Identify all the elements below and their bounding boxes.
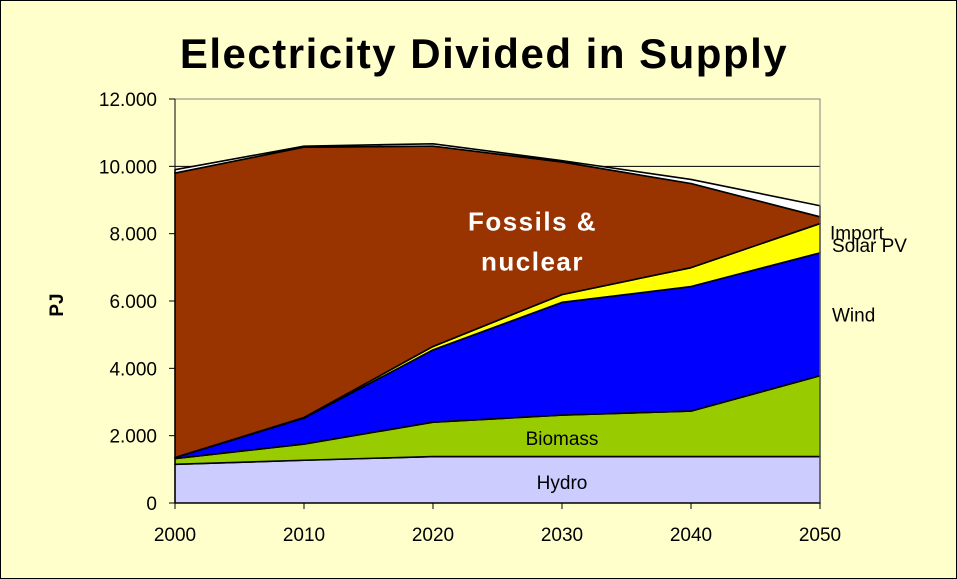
y-tick-label: 4.000 xyxy=(109,359,157,380)
y-tick-label: 0 xyxy=(146,494,157,515)
y-tick-label: 6.000 xyxy=(109,292,157,313)
y-tick-label: 10.000 xyxy=(99,157,157,178)
y-axis-label: PJ xyxy=(47,293,68,316)
series-label-solar-pv: Solar PV xyxy=(832,236,907,257)
series-labels: Hydro Biomass Fossils & nuclear Wind Solar PV… xyxy=(468,207,907,494)
x-tick-label: 2050 xyxy=(799,525,841,546)
x-tick-label: 2030 xyxy=(541,525,583,546)
y-tick-label: 2.000 xyxy=(109,427,157,448)
x-tick-labels: 2000 2010 2020 2030 2040 2050 xyxy=(154,525,841,546)
x-tick-label: 2010 xyxy=(283,525,325,546)
y-tick-label: 8.000 xyxy=(109,225,157,246)
series-label-fossils-line-1: Fossils & xyxy=(468,207,597,237)
series-label-import: Import xyxy=(830,223,885,244)
axes xyxy=(169,98,821,509)
area-hydro xyxy=(174,455,821,504)
y-tick-label: 12.000 xyxy=(99,90,157,111)
series-label-biomass: Biomass xyxy=(526,429,599,450)
x-tick-label: 2020 xyxy=(412,525,454,546)
series-areas xyxy=(174,142,821,504)
y-tick-labels: 0 2.000 4.000 6.000 8.000 10.000 12.000 xyxy=(99,90,157,515)
series-label-wind: Wind xyxy=(832,305,875,326)
series-label-fossils-line-2: nuclear xyxy=(481,247,584,277)
x-tick-label: 2000 xyxy=(154,525,196,546)
x-tick-label: 2040 xyxy=(670,525,712,546)
chart-title: Electricity Divided in Supply xyxy=(180,30,788,77)
series-label-hydro: Hydro xyxy=(537,473,588,494)
